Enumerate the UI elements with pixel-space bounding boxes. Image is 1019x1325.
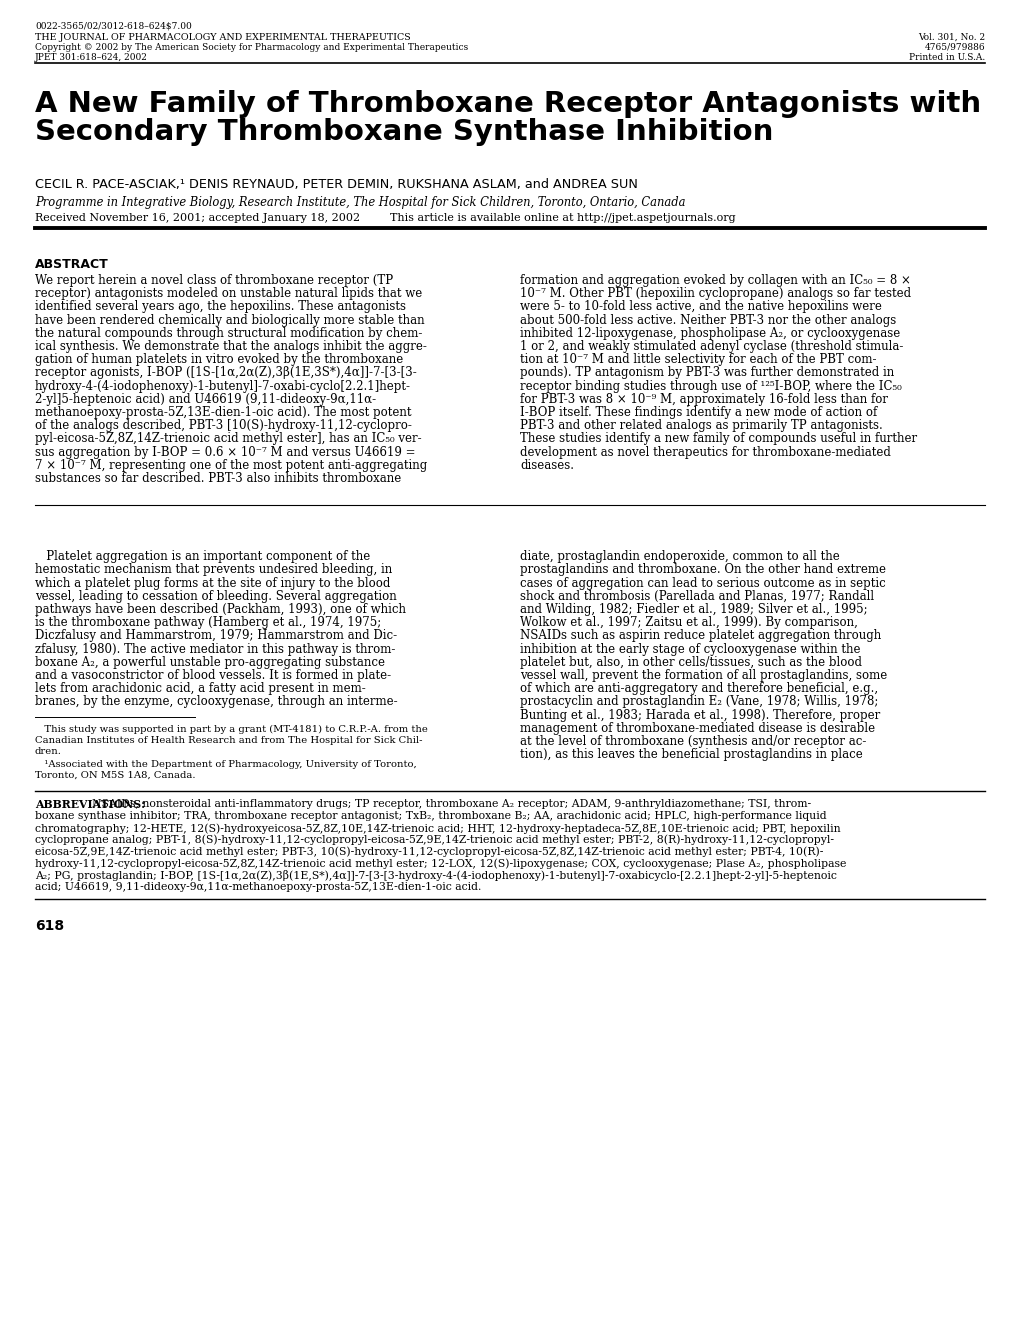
Text: Toronto, ON M5S 1A8, Canada.: Toronto, ON M5S 1A8, Canada. bbox=[35, 771, 196, 779]
Text: tion at 10⁻⁷ M and little selectivity for each of the PBT com-: tion at 10⁻⁷ M and little selectivity fo… bbox=[520, 354, 875, 366]
Text: inhibition at the early stage of cyclooxygenase within the: inhibition at the early stage of cycloox… bbox=[520, 643, 860, 656]
Text: eicosa-5Z,9E,14Z-trienoic acid methyl ester; PBT-3, 10(S)-hydroxy-11,12-cyclopro: eicosa-5Z,9E,14Z-trienoic acid methyl es… bbox=[35, 847, 822, 857]
Text: Vol. 301, No. 2: Vol. 301, No. 2 bbox=[917, 33, 984, 42]
Text: ABSTRACT: ABSTRACT bbox=[35, 258, 109, 272]
Text: These studies identify a new family of compounds useful in further: These studies identify a new family of c… bbox=[520, 432, 916, 445]
Text: at the level of thromboxane (synthesis and/or receptor ac-: at the level of thromboxane (synthesis a… bbox=[520, 735, 865, 749]
Text: platelet but, also, in other cells/tissues, such as the blood: platelet but, also, in other cells/tissu… bbox=[520, 656, 861, 669]
Text: chromatography; 12-HETE, 12(S)-hydroxyeicosa-5Z,8Z,10E,14Z-trienoic acid; HHT, 1: chromatography; 12-HETE, 12(S)-hydroxyei… bbox=[35, 823, 840, 833]
Text: diseases.: diseases. bbox=[520, 458, 574, 472]
Text: Wolkow et al., 1997; Zaitsu et al., 1999). By comparison,: Wolkow et al., 1997; Zaitsu et al., 1999… bbox=[520, 616, 857, 629]
Text: I-BOP itself. These findings identify a new mode of action of: I-BOP itself. These findings identify a … bbox=[520, 405, 876, 419]
Text: methanoepoxy-prosta-5Z,13E-dien-1-oic acid). The most potent: methanoepoxy-prosta-5Z,13E-dien-1-oic ac… bbox=[35, 405, 411, 419]
Text: cyclopropane analog; PBT-1, 8(S)-hydroxy-11,12-cyclopropyl-eicosa-5Z,9E,14Z-trie: cyclopropane analog; PBT-1, 8(S)-hydroxy… bbox=[35, 835, 834, 845]
Text: branes, by the enzyme, cyclooxygenase, through an interme-: branes, by the enzyme, cyclooxygenase, t… bbox=[35, 696, 397, 709]
Text: diate, prostaglandin endoperoxide, common to all the: diate, prostaglandin endoperoxide, commo… bbox=[520, 550, 839, 563]
Text: hemostatic mechanism that prevents undesired bleeding, in: hemostatic mechanism that prevents undes… bbox=[35, 563, 392, 576]
Text: NSAIDs, nonsteroidal anti-inflammatory drugs; TP receptor, thromboxane A₂ recept: NSAIDs, nonsteroidal anti-inflammatory d… bbox=[92, 799, 810, 810]
Text: 0022-3565/02/3012-618–624$7.00: 0022-3565/02/3012-618–624$7.00 bbox=[35, 23, 192, 30]
Text: Canadian Institutes of Health Research and from The Hospital for Sick Chil-: Canadian Institutes of Health Research a… bbox=[35, 735, 422, 745]
Text: and Wilding, 1982; Fiedler et al., 1989; Silver et al., 1995;: and Wilding, 1982; Fiedler et al., 1989;… bbox=[520, 603, 867, 616]
Text: formation and aggregation evoked by collagen with an IC₅₀ = 8 ×: formation and aggregation evoked by coll… bbox=[520, 274, 910, 288]
Text: ABBREVIATIONS:: ABBREVIATIONS: bbox=[35, 799, 145, 811]
Text: 4765/979886: 4765/979886 bbox=[923, 42, 984, 52]
Text: hydroxy-4-(4-iodophenoxy)-1-butenyl]-7-oxabi-cyclo[2.2.1]hept-: hydroxy-4-(4-iodophenoxy)-1-butenyl]-7-o… bbox=[35, 379, 411, 392]
Text: dren.: dren. bbox=[35, 746, 62, 755]
Text: This article is available online at http://jpet.aspetjournals.org: This article is available online at http… bbox=[389, 213, 735, 223]
Text: were 5- to 10-fold less active, and the native hepoxilins were: were 5- to 10-fold less active, and the … bbox=[520, 301, 881, 314]
Text: Printed in U.S.A.: Printed in U.S.A. bbox=[908, 53, 984, 62]
Text: which a platelet plug forms at the site of injury to the blood: which a platelet plug forms at the site … bbox=[35, 576, 390, 590]
Text: CECIL R. PACE-ASCIAK,¹ DENIS REYNAUD, PETER DEMIN, RUKSHANA ASLAM, and ANDREA SU: CECIL R. PACE-ASCIAK,¹ DENIS REYNAUD, PE… bbox=[35, 178, 637, 191]
Text: receptor agonists, I-BOP ([1S-[1α,2α(Z),3β(1E,3S*),4α]]-7-[3-[3-: receptor agonists, I-BOP ([1S-[1α,2α(Z),… bbox=[35, 367, 417, 379]
Text: boxane synthase inhibitor; TRA, thromboxane receptor antagonist; TxB₂, thromboxa: boxane synthase inhibitor; TRA, thrombox… bbox=[35, 811, 825, 822]
Text: is the thromboxane pathway (Hamberg et al., 1974, 1975;: is the thromboxane pathway (Hamberg et a… bbox=[35, 616, 381, 629]
Text: PBT-3 and other related analogs as primarily TP antagonists.: PBT-3 and other related analogs as prima… bbox=[520, 419, 881, 432]
Text: cases of aggregation can lead to serious outcome as in septic: cases of aggregation can lead to serious… bbox=[520, 576, 884, 590]
Text: This study was supported in part by a grant (MT-4181) to C.R.P.-A. from the: This study was supported in part by a gr… bbox=[35, 725, 427, 734]
Text: vessel wall, prevent the formation of all prostaglandins, some: vessel wall, prevent the formation of al… bbox=[520, 669, 887, 682]
Text: boxane A₂, a powerful unstable pro-aggregating substance: boxane A₂, a powerful unstable pro-aggre… bbox=[35, 656, 384, 669]
Text: receptor binding studies through use of ¹²⁵I-BOP, where the IC₅₀: receptor binding studies through use of … bbox=[520, 379, 901, 392]
Text: ical synthesis. We demonstrate that the analogs inhibit the aggre-: ical synthesis. We demonstrate that the … bbox=[35, 341, 427, 352]
Text: Bunting et al., 1983; Harada et al., 1998). Therefore, proper: Bunting et al., 1983; Harada et al., 199… bbox=[520, 709, 879, 722]
Text: management of thromboxane-mediated disease is desirable: management of thromboxane-mediated disea… bbox=[520, 722, 874, 735]
Text: shock and thrombosis (Parellada and Planas, 1977; Randall: shock and thrombosis (Parellada and Plan… bbox=[520, 590, 873, 603]
Text: Platelet aggregation is an important component of the: Platelet aggregation is an important com… bbox=[35, 550, 370, 563]
Text: tion), as this leaves the beneficial prostaglandins in place: tion), as this leaves the beneficial pro… bbox=[520, 749, 862, 761]
Text: gation of human platelets in vitro evoked by the thromboxane: gation of human platelets in vitro evoke… bbox=[35, 354, 403, 366]
Text: acid; U46619, 9,11-dideoxy-9α,11α-methanoepoxy-prosta-5Z,13E-dien-1-oic acid.: acid; U46619, 9,11-dideoxy-9α,11α-methan… bbox=[35, 882, 481, 892]
Text: hydroxy-11,12-cyclopropyl-eicosa-5Z,8Z,14Z-trienoic acid methyl ester; 12-LOX, 1: hydroxy-11,12-cyclopropyl-eicosa-5Z,8Z,1… bbox=[35, 859, 846, 869]
Text: of which are anti-aggregatory and therefore beneficial, e.g.,: of which are anti-aggregatory and theref… bbox=[520, 682, 877, 696]
Text: NSAIDs such as aspirin reduce platelet aggregation through: NSAIDs such as aspirin reduce platelet a… bbox=[520, 629, 880, 643]
Text: inhibited 12-lipoxygenase, phospholipase A₂, or cyclooxygenase: inhibited 12-lipoxygenase, phospholipase… bbox=[520, 327, 900, 339]
Text: about 500-fold less active. Neither PBT-3 nor the other analogs: about 500-fold less active. Neither PBT-… bbox=[520, 314, 896, 326]
Text: A New Family of Thromboxane Receptor Antagonists with: A New Family of Thromboxane Receptor Ant… bbox=[35, 90, 980, 118]
Text: the natural compounds through structural modification by chem-: the natural compounds through structural… bbox=[35, 327, 422, 339]
Text: 618: 618 bbox=[35, 918, 64, 933]
Text: Programme in Integrative Biology, Research Institute, The Hospital for Sick Chil: Programme in Integrative Biology, Resear… bbox=[35, 196, 685, 209]
Text: Copyright © 2002 by The American Society for Pharmacology and Experimental Thera: Copyright © 2002 by The American Society… bbox=[35, 42, 468, 52]
Text: substances so far described. PBT-3 also inhibits thromboxane: substances so far described. PBT-3 also … bbox=[35, 472, 400, 485]
Text: pathways have been described (Packham, 1993), one of which: pathways have been described (Packham, 1… bbox=[35, 603, 406, 616]
Text: Secondary Thromboxane Synthase Inhibition: Secondary Thromboxane Synthase Inhibitio… bbox=[35, 118, 772, 146]
Text: THE JOURNAL OF PHARMACOLOGY AND EXPERIMENTAL THERAPEUTICS: THE JOURNAL OF PHARMACOLOGY AND EXPERIME… bbox=[35, 33, 411, 42]
Text: zfalusy, 1980). The active mediator in this pathway is throm-: zfalusy, 1980). The active mediator in t… bbox=[35, 643, 395, 656]
Text: and a vasoconstrictor of blood vessels. It is formed in plate-: and a vasoconstrictor of blood vessels. … bbox=[35, 669, 390, 682]
Text: 1 or 2, and weakly stimulated adenyl cyclase (threshold stimula-: 1 or 2, and weakly stimulated adenyl cyc… bbox=[520, 341, 903, 352]
Text: 10⁻⁷ M. Other PBT (hepoxilin cyclopropane) analogs so far tested: 10⁻⁷ M. Other PBT (hepoxilin cyclopropan… bbox=[520, 288, 910, 301]
Text: for PBT-3 was 8 × 10⁻⁹ M, approximately 16-fold less than for: for PBT-3 was 8 × 10⁻⁹ M, approximately … bbox=[520, 392, 888, 405]
Text: development as novel therapeutics for thromboxane-mediated: development as novel therapeutics for th… bbox=[520, 445, 890, 458]
Text: We report herein a novel class of thromboxane receptor (TP: We report herein a novel class of thromb… bbox=[35, 274, 392, 288]
Text: JPET 301:618–624, 2002: JPET 301:618–624, 2002 bbox=[35, 53, 148, 62]
Text: prostaglandins and thromboxane. On the other hand extreme: prostaglandins and thromboxane. On the o… bbox=[520, 563, 886, 576]
Text: of the analogs described, PBT-3 [10(S)-hydroxy-11,12-cyclopro-: of the analogs described, PBT-3 [10(S)-h… bbox=[35, 419, 412, 432]
Text: A₂; PG, prostaglandin; I-BOP, [1S-[1α,2α(Z),3β(1E,S*),4α]]-7-[3-[3-hydroxy-4-(4-: A₂; PG, prostaglandin; I-BOP, [1S-[1α,2α… bbox=[35, 871, 836, 881]
Text: Diczfalusy and Hammarstrom, 1979; Hammarstrom and Dic-: Diczfalusy and Hammarstrom, 1979; Hammar… bbox=[35, 629, 396, 643]
Text: 7 × 10⁻⁷ M, representing one of the most potent anti-aggregating: 7 × 10⁻⁷ M, representing one of the most… bbox=[35, 458, 427, 472]
Text: 2-yl]5-heptenoic acid) and U46619 (9,11-dideoxy-9α,11α-: 2-yl]5-heptenoic acid) and U46619 (9,11-… bbox=[35, 392, 376, 405]
Text: vessel, leading to cessation of bleeding. Several aggregation: vessel, leading to cessation of bleeding… bbox=[35, 590, 396, 603]
Text: pounds). TP antagonism by PBT-3 was further demonstrated in: pounds). TP antagonism by PBT-3 was furt… bbox=[520, 367, 894, 379]
Text: receptor) antagonists modeled on unstable natural lipids that we: receptor) antagonists modeled on unstabl… bbox=[35, 288, 422, 301]
Text: identified several years ago, the hepoxilins. These antagonists: identified several years ago, the hepoxi… bbox=[35, 301, 406, 314]
Text: pyl-eicosa-5Z,8Z,14Z-trienoic acid methyl ester], has an IC₅₀ ver-: pyl-eicosa-5Z,8Z,14Z-trienoic acid methy… bbox=[35, 432, 421, 445]
Text: ¹Associated with the Department of Pharmacology, University of Toronto,: ¹Associated with the Department of Pharm… bbox=[35, 759, 417, 768]
Text: Received November 16, 2001; accepted January 18, 2002: Received November 16, 2001; accepted Jan… bbox=[35, 213, 360, 223]
Text: lets from arachidonic acid, a fatty acid present in mem-: lets from arachidonic acid, a fatty acid… bbox=[35, 682, 366, 696]
Text: sus aggregation by I-BOP = 0.6 × 10⁻⁷ M and versus U46619 =: sus aggregation by I-BOP = 0.6 × 10⁻⁷ M … bbox=[35, 445, 415, 458]
Text: have been rendered chemically and biologically more stable than: have been rendered chemically and biolog… bbox=[35, 314, 424, 326]
Text: prostacyclin and prostaglandin E₂ (Vane, 1978; Willis, 1978;: prostacyclin and prostaglandin E₂ (Vane,… bbox=[520, 696, 877, 709]
